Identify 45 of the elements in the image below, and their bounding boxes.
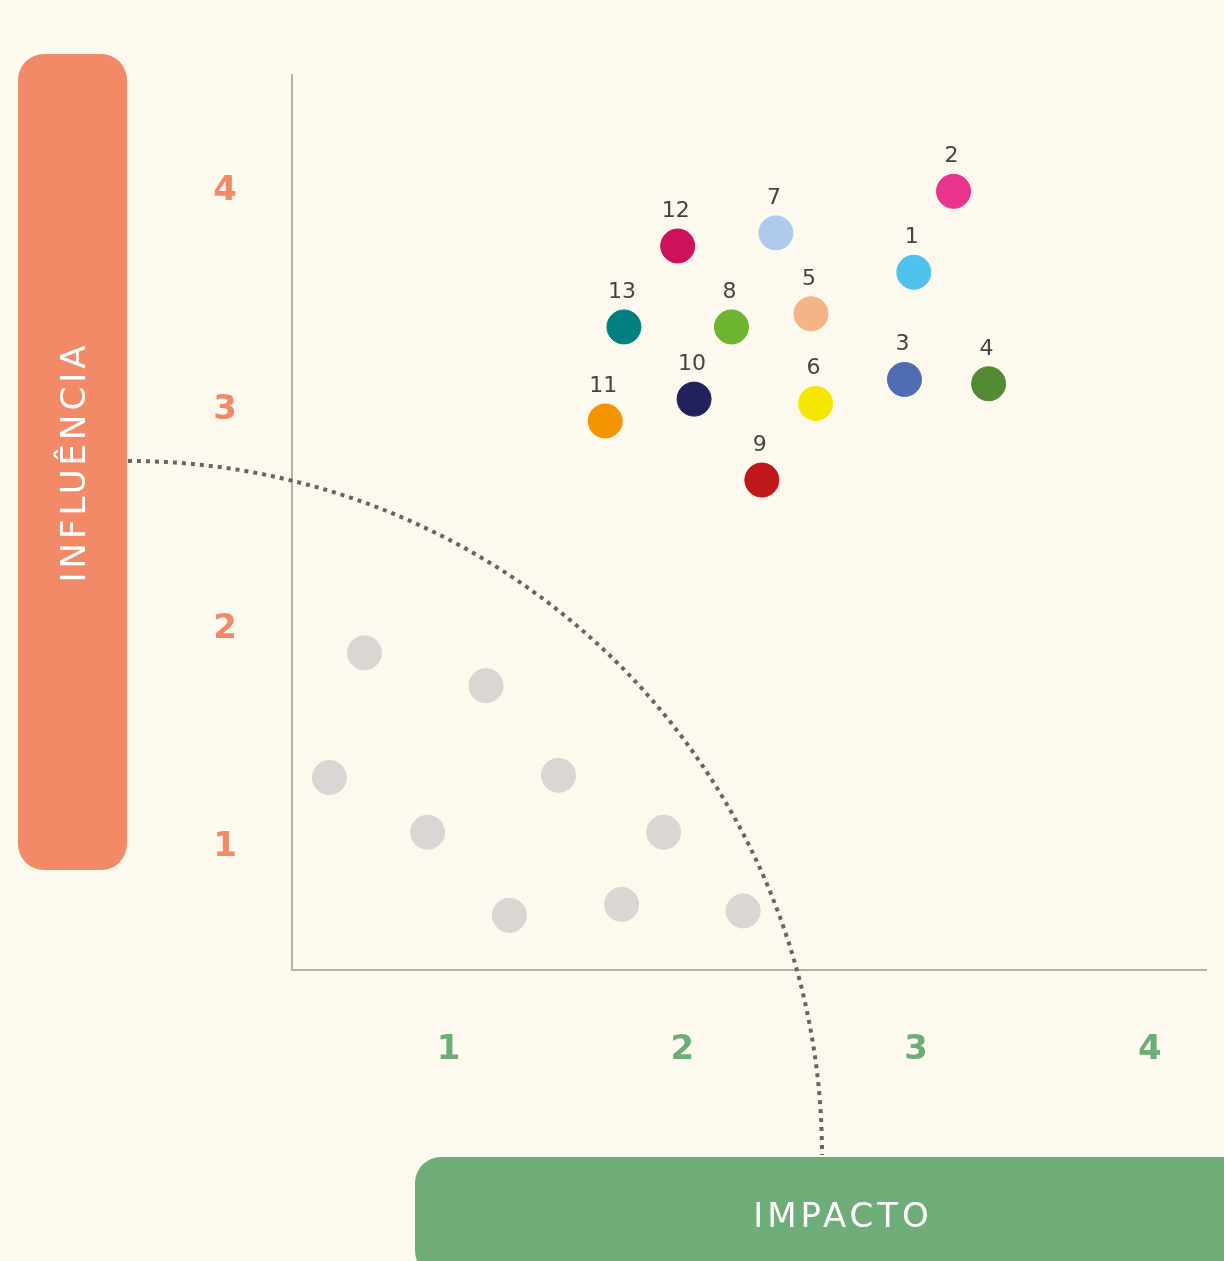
y-tick-label: 3 [213,386,237,427]
point [886,361,922,397]
series-label: 4 [979,334,994,360]
point [540,757,576,793]
x-tick-label: 2 [670,1027,695,1068]
series-label: 6 [806,354,821,380]
point [896,254,932,290]
series-label: 1 [904,222,919,248]
point [410,814,446,850]
x-tick-label: 1 [436,1027,461,1068]
series-label: 9 [752,430,767,456]
point [971,366,1007,402]
point [604,886,640,922]
point [587,403,623,439]
series-label: 2 [944,142,959,168]
series-label: 10 [678,349,707,375]
point [606,309,642,345]
point [725,893,761,929]
point [936,173,972,209]
point [311,760,347,796]
y-tick-label: 2 [213,605,237,646]
x-tick-label: 3 [904,1027,928,1068]
point [660,228,696,264]
point [713,309,749,345]
point [346,635,382,671]
point [793,296,829,332]
y-axis-title: INFLUÊNCIA [52,341,93,583]
series-label: 11 [589,371,618,397]
point [491,897,527,933]
point [676,381,712,417]
series-label: 7 [766,183,781,209]
y-tick-label: 1 [213,824,237,865]
series-label: 13 [607,277,636,303]
point [758,215,794,251]
point [744,462,780,498]
y-tick-label: 4 [213,168,237,209]
point [646,814,682,850]
point [798,385,834,421]
point [468,668,504,704]
series-label: 12 [661,196,690,222]
series-label: 8 [722,277,737,303]
series-label: 3 [895,330,910,356]
x-axis-title: IMPACTO [753,1195,933,1235]
series-label: 5 [801,264,816,290]
x-tick-label: 4 [1138,1027,1162,1068]
